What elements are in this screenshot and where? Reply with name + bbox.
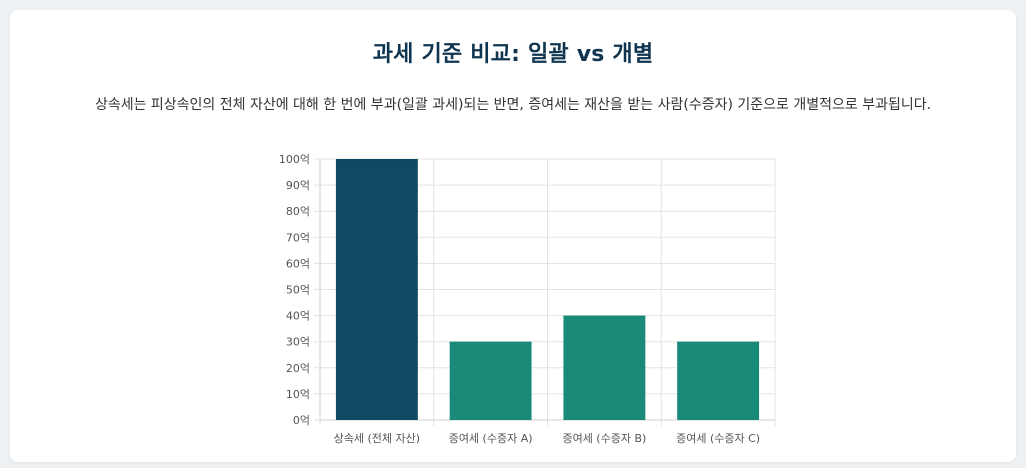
bar-3 bbox=[563, 315, 646, 420]
y-tick-label: 100억 bbox=[279, 153, 310, 166]
x-tick-label: 상속세 (전체 자산) bbox=[334, 432, 420, 445]
y-tick-label: 80억 bbox=[286, 205, 310, 218]
bar-4 bbox=[677, 341, 760, 420]
y-tick-label: 70억 bbox=[286, 231, 310, 244]
bar-top-edge bbox=[449, 341, 532, 344]
y-tick-label: 20억 bbox=[286, 362, 310, 375]
y-tick-label: 60억 bbox=[286, 257, 310, 270]
bar-2 bbox=[449, 341, 532, 420]
chart-card: 과세 기준 비교: 일괄 vs 개별 상속세는 피상속인의 전체 자산에 대해 … bbox=[10, 10, 1016, 462]
x-tick-label: 증여세 (수증자 A) bbox=[449, 432, 533, 445]
bar-top-edge bbox=[677, 341, 760, 344]
y-tick-label: 10억 bbox=[286, 388, 310, 401]
y-tick-label: 0억 bbox=[293, 414, 310, 427]
y-tick-label: 30억 bbox=[286, 336, 310, 349]
chart-description: 상속세는 피상속인의 전체 자산에 대해 한 번에 부과(일괄 과세)되는 반면… bbox=[94, 97, 932, 113]
bar-top-edge bbox=[335, 159, 418, 161]
y-tick-label: 90억 bbox=[286, 179, 310, 192]
page-title: 과세 기준 비교: 일괄 vs 개별 bbox=[372, 42, 654, 67]
bar-1 bbox=[335, 159, 418, 420]
bar-top-edge bbox=[563, 315, 646, 318]
y-tick-label: 40억 bbox=[286, 310, 310, 323]
x-tick-label: 증여세 (수증자 B) bbox=[562, 432, 646, 445]
x-tick-label: 증여세 (수증자 C) bbox=[676, 432, 760, 445]
y-tick-label: 50억 bbox=[286, 284, 310, 297]
